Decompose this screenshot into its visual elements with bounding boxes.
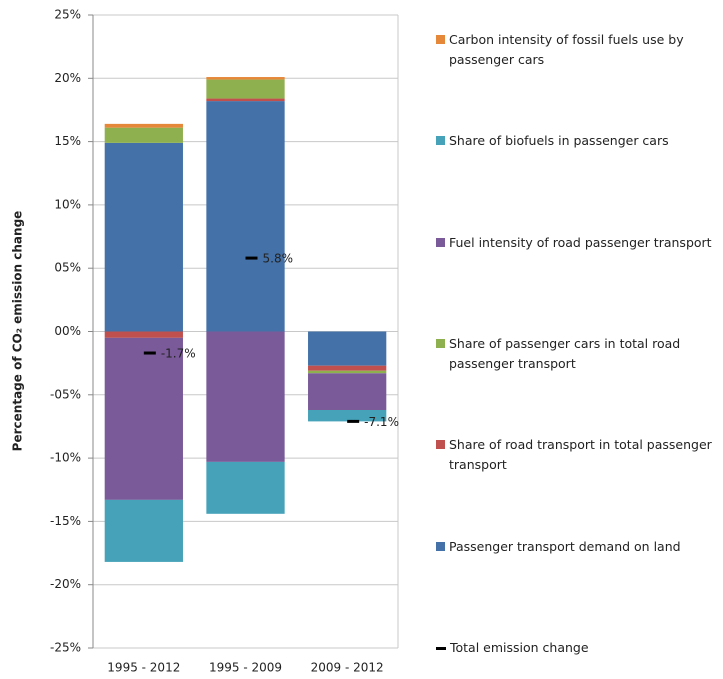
legend-label: Passenger transport demand on land [449,538,681,554]
x-tick-label: 1995 - 2012 [107,661,180,675]
bar-segment [308,365,387,371]
legend-swatch [436,237,445,247]
y-tick-label: 20% [54,71,81,85]
legend-item: Share of passenger cars in total road pa… [436,334,723,374]
y-tick-label: 15% [54,134,81,148]
legend-item: Carbon intensity of fossil fuels use by … [436,30,723,70]
legend-swatch [436,338,445,348]
y-tick-label: -10% [50,451,81,465]
legend-swatch [436,646,446,650]
bar-segment [104,499,183,562]
chart: Percentage of CO₂ emission change -25% -2… [11,8,399,675]
bar-segment [206,98,285,102]
bar-segment [104,123,183,128]
legend-label: Fuel intensity of road passenger transpo… [449,234,712,250]
y-axis-label: Percentage of CO₂ emission change [11,211,25,452]
legend-item: Passenger transport demand on land [436,537,723,557]
legend-swatch [436,35,445,44]
legend-label: Carbon intensity of fossil fuels use by … [449,32,684,67]
y-tick-label: 00% [54,324,81,338]
legend-item: Share of biofuels in passenger cars [436,131,723,151]
y-tick-label: 10% [54,197,81,211]
bar-segment [206,101,285,332]
bar-segment [308,331,387,366]
bar-segment [104,127,183,143]
y-tick-label: -20% [50,577,81,591]
bar-segment [206,79,285,99]
legend-item: Share of road transport in total passeng… [436,435,723,475]
bar-segment [308,409,387,422]
legend-swatch [436,440,445,450]
legend-swatch [436,136,445,146]
bar-segment [206,331,285,462]
legend-label: Share of passenger cars in total road pa… [449,335,681,371]
legend-swatch [436,541,445,551]
legend-label: Share of road transport in total passeng… [449,437,712,473]
legend-label: Total emission change [450,639,589,655]
total-label: -7.1% [364,415,399,429]
y-tick-label: -15% [50,514,81,528]
bar-segment [104,142,183,332]
y-tick-label: 25% [54,8,81,22]
x-tick-label: 2009 - 2012 [311,661,384,675]
bar-segment [104,337,183,500]
y-tick-label: 05% [54,261,81,275]
y-tick-label: -25% [50,641,81,655]
bar-segment [206,77,285,80]
legend-label: Share of biofuels in passenger cars [449,133,669,149]
bar-segment [308,373,387,410]
legend-item: Total emission change [436,638,723,658]
legend-item: Fuel intensity of road passenger transpo… [436,233,723,253]
bar-segment [308,370,387,374]
y-tick-label: -05% [50,387,81,401]
total-label: 5.8% [263,252,294,266]
x-tick-label: 1995 - 2009 [209,661,282,675]
bar-segment [206,461,285,514]
bar-segment [104,331,183,338]
total-label: -1.7% [161,347,196,361]
